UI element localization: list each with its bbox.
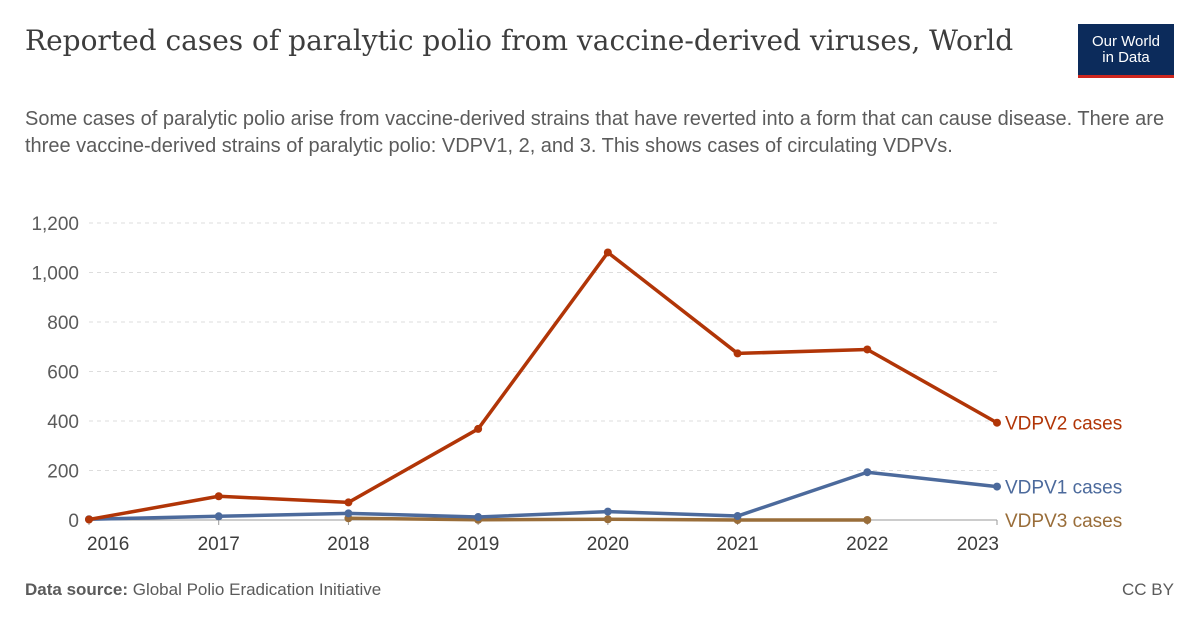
y-tick-label: 400 [47,412,79,433]
data-point[interactable] [863,516,872,524]
data-point[interactable] [344,509,353,518]
data-point[interactable] [474,513,483,522]
series-labels: VDPV2 cases VDPV1 cases VDPV3 cases [1005,414,1122,532]
y-tick-label: 800 [47,313,79,334]
data-point[interactable] [863,468,872,477]
series-lines [85,248,1001,524]
y-tick-label: 200 [47,462,79,483]
data-point[interactable] [603,507,612,516]
data-point[interactable] [733,512,742,521]
series-label: VDPV3 cases [1005,511,1122,532]
data-point[interactable] [344,498,353,507]
x-tick-label: 2022 [846,534,888,555]
gridlines [89,222,997,471]
x-tick-label: 2019 [457,534,499,555]
chart-subtitle: Some cases of paralytic polio arise from… [25,108,1165,157]
data-point[interactable] [603,515,612,524]
data-point[interactable] [474,424,483,433]
axes: 0 200 400 600 800 1,000 1,200 2016 2017 2018 2019 2… [31,214,999,555]
series-label: VDPV1 cases [1005,478,1122,499]
x-tick-label: 2020 [587,534,629,555]
data-point[interactable] [993,482,1001,491]
data-point[interactable] [214,492,223,501]
owid-logo[interactable]: Our World in Data [1078,24,1174,78]
y-tick-label: 1,200 [31,214,79,235]
data-point[interactable] [85,515,93,524]
data-source-label: Data source: [25,580,128,599]
data-point[interactable] [733,349,742,358]
data-point[interactable] [603,248,612,257]
x-tick-label: 2023 [957,534,999,555]
data-source-text[interactable]: Global Polio Eradication Initiative [132,580,382,599]
x-tick-label: 2016 [87,534,129,555]
data-point[interactable] [214,512,223,521]
chart-title: Reported cases of paralytic polio from v… [25,24,1014,57]
data-point[interactable] [863,345,872,354]
x-tick-label: 2018 [327,534,369,555]
y-tick-label: 0 [68,511,79,532]
data-source: Data source: Global Polio Eradication In… [25,580,381,600]
data-point[interactable] [993,418,1001,427]
logo-line-1: Our World [1091,32,1161,50]
logo-line-2: in Data [1102,48,1150,66]
series-line[interactable] [87,470,999,522]
license[interactable]: CC BY [1122,580,1174,599]
series-line[interactable] [87,250,999,522]
series-label: VDPV2 cases [1005,414,1122,435]
y-tick-label: 1,000 [31,264,79,285]
x-tick-label: 2021 [716,534,758,555]
x-tick-label: 2017 [198,534,240,555]
y-tick-label: 600 [47,363,79,384]
